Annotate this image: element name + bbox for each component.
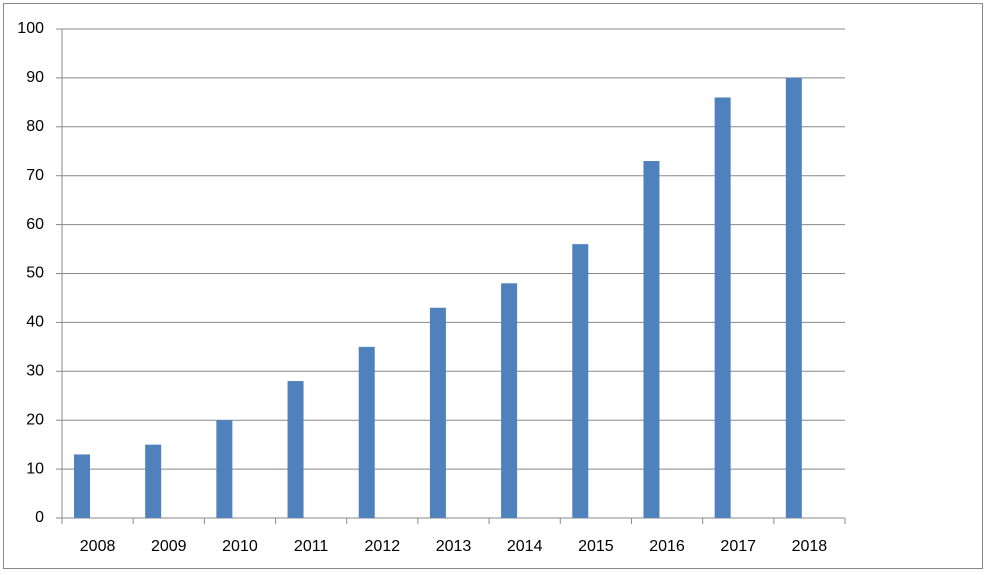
x-tick-label: 2014	[507, 538, 543, 555]
x-tick-label: 2017	[720, 538, 756, 555]
y-tick-label: 90	[26, 69, 44, 86]
bar	[501, 283, 518, 518]
x-tick-label: 2010	[222, 538, 258, 555]
x-tick-label: 2016	[649, 538, 685, 555]
x-tick-label: 2015	[578, 538, 614, 555]
bar	[216, 420, 233, 518]
y-tick-label: 40	[26, 314, 44, 331]
bar	[643, 161, 660, 518]
y-tick-label: 30	[26, 363, 44, 380]
x-tick-label: 2013	[436, 538, 472, 555]
bar	[287, 381, 304, 518]
bar	[785, 77, 802, 519]
x-tick-label: 2012	[365, 538, 401, 555]
chart-border	[3, 3, 983, 569]
y-tick-label: 100	[17, 20, 44, 37]
bar	[714, 97, 731, 519]
bar	[429, 307, 446, 518]
y-tick-label: 10	[26, 460, 44, 477]
x-tick-label: 2009	[151, 538, 187, 555]
y-tick-label: 20	[26, 411, 44, 428]
y-tick-label: 70	[26, 167, 44, 184]
y-tick-label: 50	[26, 265, 44, 282]
x-tick-label: 2011	[294, 538, 329, 555]
bar	[74, 454, 90, 518]
bar	[358, 346, 375, 518]
y-tick-label: 0	[35, 509, 44, 526]
x-tick-label: 2008	[80, 538, 116, 555]
bar	[572, 244, 589, 518]
x-tick-label: 2018	[792, 538, 828, 555]
bar	[145, 444, 162, 518]
y-tick-label: 60	[26, 216, 44, 233]
y-tick-label: 80	[26, 118, 44, 135]
